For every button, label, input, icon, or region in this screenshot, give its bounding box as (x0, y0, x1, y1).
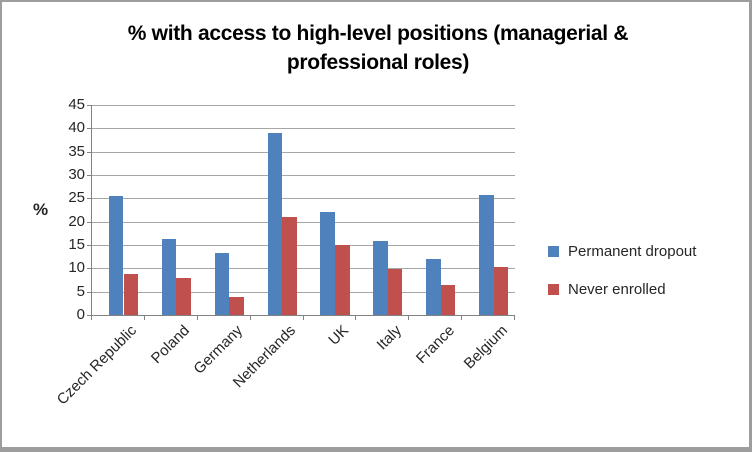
gridline-25 (92, 198, 515, 200)
bar-permanent-dropout-germany (214, 252, 230, 315)
y-tick-mark-5 (87, 291, 91, 293)
gridline-30 (92, 175, 515, 176)
y-tick-label-25: 25 (68, 189, 85, 207)
bar-permanent-dropout-italy (373, 241, 388, 315)
gridline-35 (92, 151, 515, 153)
bar-permanent-dropout-netherlands (267, 133, 282, 315)
x-tick-mark-7 (461, 316, 463, 320)
y-tick-label-15: 15 (68, 236, 85, 253)
bar-never-enrolled-netherlands (282, 216, 297, 315)
legend-label-never-enrolled: Never enrolled (568, 281, 666, 298)
bar-permanent-dropout-belgium (479, 195, 494, 315)
bar-never-enrolled-czech-republic (123, 274, 138, 315)
gridline-10 (92, 268, 515, 270)
bar-never-enrolled-france (440, 285, 456, 315)
bar-never-enrolled-italy (387, 268, 403, 315)
legend-swatch-permanent-dropout (548, 246, 559, 257)
y-tick-mark-15 (87, 245, 91, 246)
chart-title: % with access to high-level positions (m… (127, 22, 629, 74)
x-tick-mark-8 (514, 316, 515, 320)
x-tick-mark-1 (143, 316, 145, 320)
y-tick-mark-35 (87, 151, 91, 153)
y-axis-title: % (33, 200, 49, 219)
y-tick-label-45: 45 (68, 96, 85, 113)
gridline-40 (92, 128, 515, 130)
y-tick-mark-30 (87, 175, 91, 176)
y-tick-label-40: 40 (68, 119, 85, 137)
y-tick-mark-25 (87, 198, 91, 200)
legend-label-permanent-dropout: Permanent dropout (568, 243, 697, 260)
gridline-20 (92, 221, 515, 223)
bar-permanent-dropout-uk (320, 212, 335, 315)
gridline-15 (92, 245, 515, 246)
bar-permanent-dropout-czech-republic (108, 195, 124, 315)
x-tick-mark-6 (408, 316, 410, 320)
legend-entry-permanent-dropout: Permanent dropout (548, 243, 696, 260)
bar-never-enrolled-uk (335, 245, 350, 315)
gridline-45 (92, 105, 515, 106)
x-tick-mark-0 (91, 316, 92, 320)
y-tick-mark-0 (87, 315, 91, 316)
bar-permanent-dropout-poland (161, 239, 177, 315)
bar-never-enrolled-germany (229, 297, 244, 315)
bar-never-enrolled-poland (176, 277, 191, 315)
x-tick-mark-3 (249, 316, 251, 320)
y-tick-label-30: 30 (68, 166, 85, 183)
y-tick-label-0: 0 (76, 306, 85, 323)
y-tick-mark-20 (87, 221, 91, 223)
y-tick-label-20: 20 (68, 212, 85, 230)
bar-permanent-dropout-france (426, 258, 441, 315)
y-tick-mark-10 (87, 268, 91, 270)
y-tick-mark-40 (87, 128, 91, 130)
y-tick-label-10: 10 (68, 259, 85, 277)
gridline-5 (92, 291, 515, 293)
y-tick-label-5: 5 (76, 282, 85, 300)
y-tick-label-35: 35 (68, 142, 85, 160)
y-tick-mark-45 (87, 105, 91, 106)
x-tick-mark-2 (196, 316, 198, 320)
x-tick-mark-5 (355, 316, 357, 320)
legend-swatch-never-enrolled (548, 284, 559, 295)
plot-area (91, 105, 515, 316)
x-tick-mark-4 (302, 316, 304, 320)
bar-never-enrolled-belgium (493, 266, 509, 315)
legend: Permanent dropout Never enrolled (548, 243, 696, 319)
legend-entry-never-enrolled: Never enrolled (548, 281, 696, 298)
